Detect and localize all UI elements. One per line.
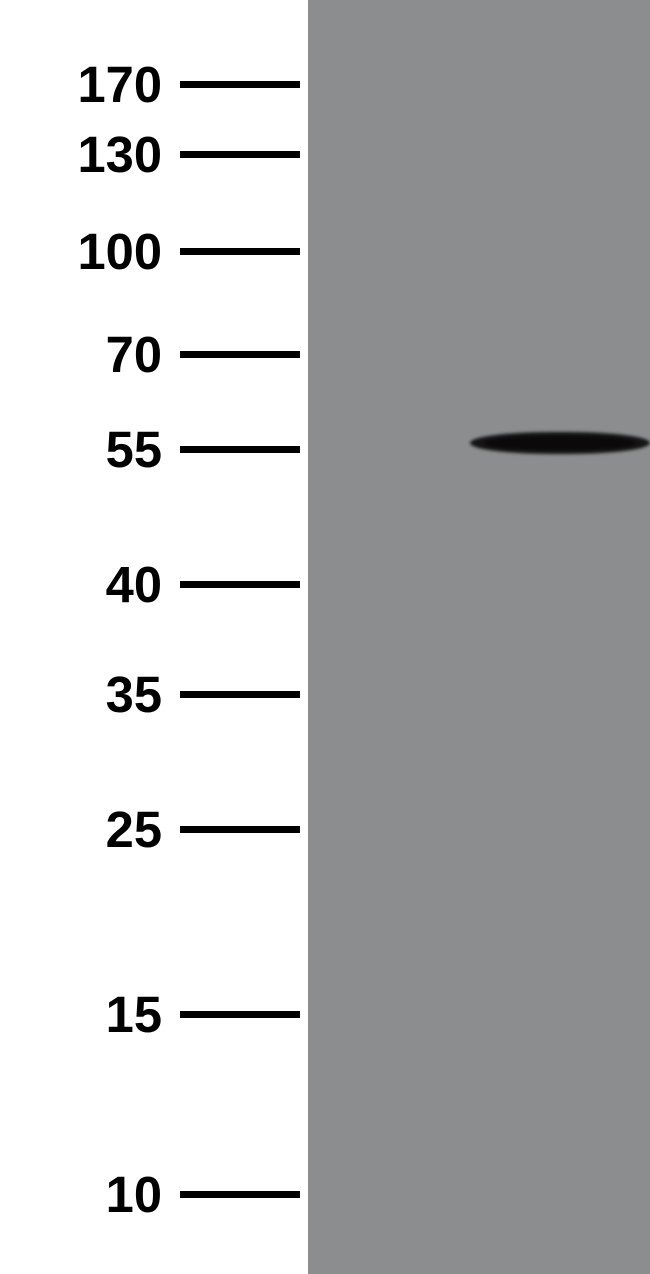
marker-label: 55 (80, 420, 180, 479)
marker-label: 10 (80, 1165, 180, 1224)
marker-label: 15 (80, 985, 180, 1044)
marker-tick (180, 446, 300, 453)
marker-label: 100 (77, 222, 180, 281)
marker-tick (180, 581, 300, 588)
marker-label: 70 (80, 325, 180, 384)
marker-row: 130 (0, 121, 300, 189)
marker-row: 15 (0, 981, 300, 1049)
marker-tick (180, 691, 300, 698)
marker-row: 40 (0, 551, 300, 619)
western-blot-figure: 170 130 100 70 55 40 35 25 15 10 (0, 0, 650, 1274)
marker-label: 25 (80, 800, 180, 859)
marker-label: 40 (80, 555, 180, 614)
band-core (484, 436, 635, 449)
marker-row: 10 (0, 1161, 300, 1229)
marker-label: 170 (77, 55, 180, 114)
marker-label: 35 (80, 665, 180, 724)
marker-tick (180, 81, 300, 88)
band (470, 432, 650, 454)
marker-row: 170 (0, 51, 300, 119)
marker-tick (180, 351, 300, 358)
marker-row: 55 (0, 416, 300, 484)
marker-tick (180, 1191, 300, 1198)
marker-tick (180, 248, 300, 255)
marker-tick (180, 826, 300, 833)
membrane (308, 0, 650, 1274)
marker-tick (180, 1011, 300, 1018)
marker-row: 25 (0, 796, 300, 864)
marker-row: 35 (0, 661, 300, 729)
marker-label: 130 (77, 125, 180, 184)
marker-row: 70 (0, 321, 300, 389)
molecular-weight-ladder: 170 130 100 70 55 40 35 25 15 10 (0, 0, 300, 1274)
marker-tick (180, 151, 300, 158)
marker-row: 100 (0, 218, 300, 286)
